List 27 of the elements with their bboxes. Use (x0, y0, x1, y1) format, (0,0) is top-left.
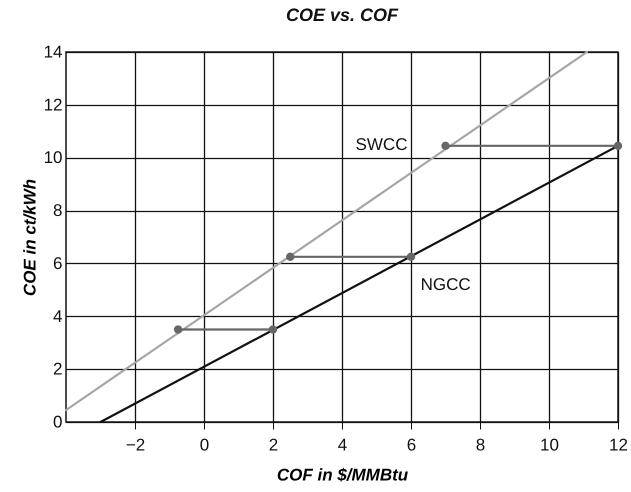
x-tick-label: 6 (406, 436, 416, 454)
series-label: SWCC (356, 135, 408, 154)
y-tick-label: 0 (53, 412, 62, 432)
x-tick-label: 10 (540, 436, 559, 454)
x-tick-label: 8 (476, 436, 486, 454)
x-tick-label: 0 (200, 436, 210, 454)
chart-title: COE vs. COF (286, 5, 400, 25)
y-tick-label: 14 (44, 42, 62, 62)
point (174, 325, 182, 334)
y-axis-title: COE in ct/kWh (20, 178, 40, 296)
point (614, 142, 622, 150)
x-tick-label: 2 (268, 436, 278, 454)
y-tick-label: 2 (53, 360, 62, 379)
y-tick-label: 12 (44, 95, 62, 114)
y-tick-label: 8 (53, 201, 62, 220)
point (286, 252, 294, 261)
x-tick-label: 12 (609, 436, 628, 454)
x-axis-title: COF in $/MMBtu (276, 466, 409, 484)
point (268, 325, 278, 334)
y-tick-label: 6 (53, 254, 62, 273)
y-tick-label: 4 (53, 306, 62, 326)
x-tick-label: 4 (338, 436, 348, 454)
series-label: NGCC (420, 274, 471, 294)
x-tick-label: −2 (126, 436, 146, 454)
point (406, 252, 416, 261)
y-tick-label: 10 (44, 148, 62, 168)
point (441, 142, 450, 150)
